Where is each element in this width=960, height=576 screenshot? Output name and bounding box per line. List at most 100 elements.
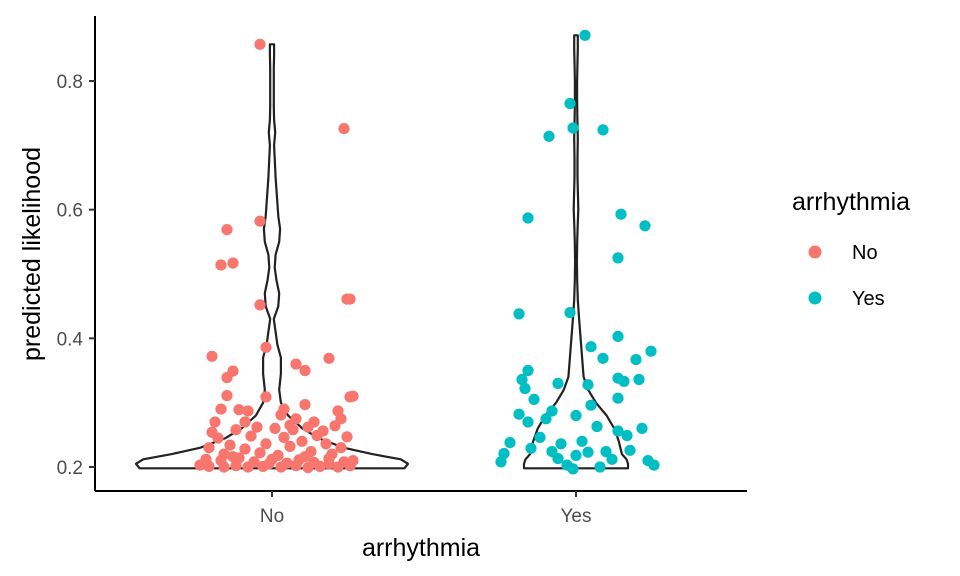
point-yes: [624, 444, 636, 456]
point-no: [296, 435, 308, 447]
y-tick-label: 0.4: [57, 329, 84, 350]
point-yes: [498, 447, 510, 460]
point-no: [215, 403, 227, 415]
point-yes: [495, 456, 507, 468]
point-yes: [594, 461, 606, 473]
point-yes: [522, 364, 534, 377]
x-ticks: No Yes: [260, 491, 592, 527]
point-yes: [645, 345, 657, 357]
point-no: [260, 341, 272, 353]
point-no: [341, 431, 353, 443]
point-yes: [648, 459, 660, 471]
legend-key-no: [808, 245, 822, 259]
point-no: [194, 459, 206, 471]
point-yes: [564, 97, 576, 110]
point-yes: [618, 375, 630, 387]
point-no: [224, 439, 236, 451]
point-no: [323, 352, 335, 364]
point-yes: [612, 252, 624, 264]
legend-title: arrhythmia: [792, 188, 910, 216]
axes: [94, 16, 747, 492]
point-yes: [555, 438, 567, 450]
point-yes: [516, 373, 528, 386]
point-no: [302, 462, 314, 474]
point-yes: [522, 416, 534, 428]
point-no: [221, 224, 233, 236]
point-yes: [597, 124, 609, 136]
point-yes: [546, 405, 558, 417]
point-yes: [567, 122, 579, 134]
point-no: [344, 460, 356, 472]
point-no: [209, 416, 221, 428]
point-yes: [630, 354, 642, 366]
point-no: [260, 438, 272, 450]
point-no: [311, 429, 323, 442]
point-no: [329, 420, 341, 432]
point-no: [233, 404, 245, 416]
point-no: [254, 38, 266, 50]
point-yes: [591, 420, 603, 433]
point-yes: [621, 429, 633, 442]
point-yes: [564, 307, 576, 319]
point-no: [344, 391, 356, 403]
point-yes: [606, 453, 618, 465]
y-tick-label: 0.8: [57, 72, 83, 93]
violin-yes: [522, 34, 630, 470]
point-no: [335, 442, 347, 454]
y-ticks: 0.2 0.4 0.6 0.8: [57, 72, 95, 479]
point-no: [275, 409, 287, 421]
point-yes: [552, 453, 564, 465]
point-yes: [612, 392, 624, 404]
legend: arrhythmia No Yes: [792, 188, 910, 310]
point-yes: [582, 379, 594, 391]
point-no: [284, 419, 296, 431]
point-no: [203, 442, 215, 454]
point-yes: [567, 463, 579, 475]
point-yes: [597, 352, 609, 364]
point-no: [227, 451, 239, 463]
point-yes: [519, 382, 531, 395]
point-no: [239, 443, 251, 455]
point-no: [242, 405, 254, 417]
point-no: [332, 461, 344, 473]
point-yes: [585, 341, 597, 353]
point-yes: [504, 437, 516, 449]
y-tick-label: 0.6: [57, 201, 83, 222]
point-no: [263, 458, 275, 470]
point-no: [308, 416, 320, 428]
point-no: [275, 461, 287, 473]
point-no: [254, 299, 266, 311]
point-yes: [540, 413, 552, 425]
point-yes: [585, 399, 597, 411]
legend-label-no: No: [852, 242, 878, 264]
point-no: [290, 358, 302, 370]
point-yes: [639, 220, 651, 232]
point-no: [254, 215, 266, 227]
point-no: [278, 431, 290, 443]
point-no: [251, 421, 263, 433]
point-no: [230, 424, 242, 436]
point-no: [338, 123, 350, 135]
point-no: [215, 259, 227, 271]
legend-label-yes: Yes: [852, 288, 885, 310]
point-no: [314, 460, 326, 472]
legend-key-yes: [808, 291, 822, 305]
point-no: [227, 257, 239, 269]
point-no: [254, 447, 266, 459]
point-no: [242, 461, 254, 473]
point-no: [218, 461, 230, 473]
point-no: [299, 451, 311, 463]
point-yes: [522, 212, 534, 224]
y-axis-title: predicted likelihood: [18, 147, 46, 361]
y-tick-label: 0.2: [57, 458, 83, 479]
point-no: [221, 372, 233, 384]
point-yes: [552, 377, 564, 389]
point-yes: [600, 446, 612, 458]
point-no: [221, 390, 233, 402]
point-no: [299, 399, 311, 411]
point-yes: [513, 408, 525, 420]
point-no: [299, 364, 311, 377]
point-no: [203, 460, 215, 472]
point-yes: [612, 330, 624, 342]
